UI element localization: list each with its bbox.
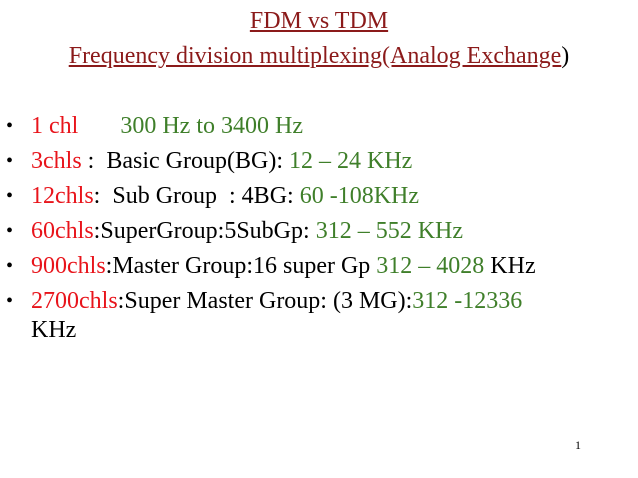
slide-title: FDM vs TDM — [249, 8, 389, 34]
separator: : — [93, 183, 101, 209]
bullet-list: • 1 chl 300 Hz to 3400 Hz • 3chls : Basic G… — [0, 112, 638, 351]
bullet-item: • 3chls : Basic Group(BG): 12 – 24 KHz — [0, 147, 638, 176]
page-number: 1 — [575, 438, 581, 452]
separator: : — [105, 253, 113, 279]
bullet-item: • 900chls:Master Group:16 super Gp 312 – … — [0, 252, 638, 281]
slide-subtitle: Frequency division multiplexing(Analog E… — [0, 42, 638, 70]
frequency-range: 12 – 24 KHz — [288, 148, 413, 174]
bullet-dot: • — [6, 115, 14, 137]
frequency-range: 312 -12336 — [412, 288, 523, 314]
bullet-item: • 1 chl 300 Hz to 3400 Hz — [0, 112, 638, 141]
group-description: Basic Group(BG): — [94, 148, 289, 174]
channel-count: 60chls — [31, 218, 94, 244]
bullet-dot: • — [6, 220, 14, 242]
bullet-dot: • — [6, 290, 14, 312]
frequency-range: 300 Hz to 3400 Hz — [120, 113, 303, 139]
bullet-item: • 2700chls:Super Master Group: (3 MG):312… — [0, 287, 631, 345]
bullet-dot: • — [6, 255, 14, 277]
bullet-dot: • — [6, 185, 14, 207]
group-description: Master Group:16 super Gp — [112, 253, 377, 279]
channel-count: 900chls — [31, 253, 106, 279]
subtitle-close-paren: ) — [561, 43, 570, 69]
frequency-unit: KHz — [484, 253, 536, 279]
channel-count: 12chls — [31, 183, 94, 209]
separator: : — [93, 218, 101, 244]
bullet-item: • 60chls:SuperGroup:5SubGp: 312 – 552 KHz — [0, 217, 638, 246]
channel-count: 1 chl — [31, 113, 79, 139]
separator: : — [117, 288, 125, 314]
group-description: SuperGroup:5SubGp: — [100, 218, 316, 244]
frequency-unit: KHz — [31, 317, 77, 343]
group-description: Super Master Group: (3 MG): — [124, 288, 413, 314]
channel-count: 2700chls — [31, 288, 118, 314]
separator: : — [81, 148, 95, 174]
frequency-range: 312 – 552 KHz — [315, 218, 464, 244]
bullet-dot: • — [6, 150, 14, 172]
bullet-item: • 12chls: Sub Group : 4BG: 60 -108KHz — [0, 182, 638, 211]
group-description: Sub Group : 4BG: — [100, 183, 300, 209]
subtitle-text: Frequency division multiplexing(Analog E… — [68, 43, 562, 69]
channel-count: 3chls — [31, 148, 82, 174]
frequency-range: 60 -108KHz — [299, 183, 420, 209]
frequency-range: 312 – 4028 — [376, 253, 485, 279]
